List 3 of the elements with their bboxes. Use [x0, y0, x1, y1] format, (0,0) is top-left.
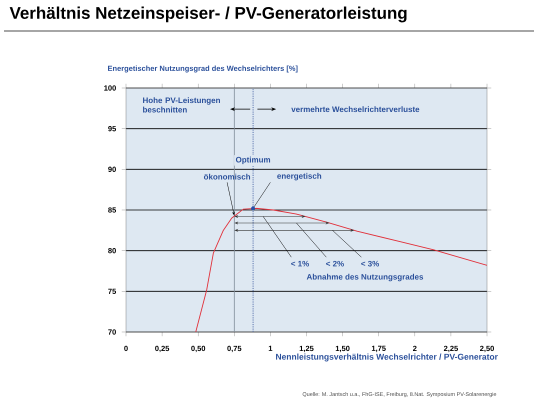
line-series [195, 208, 488, 332]
x-axis-title: Nennleistungsverhältnis Wechselrichter / PV-Generator [276, 354, 498, 362]
chart-title: Verhältnis Netzeinspeiser- / PV-Generatorleistung [10, 6, 407, 22]
